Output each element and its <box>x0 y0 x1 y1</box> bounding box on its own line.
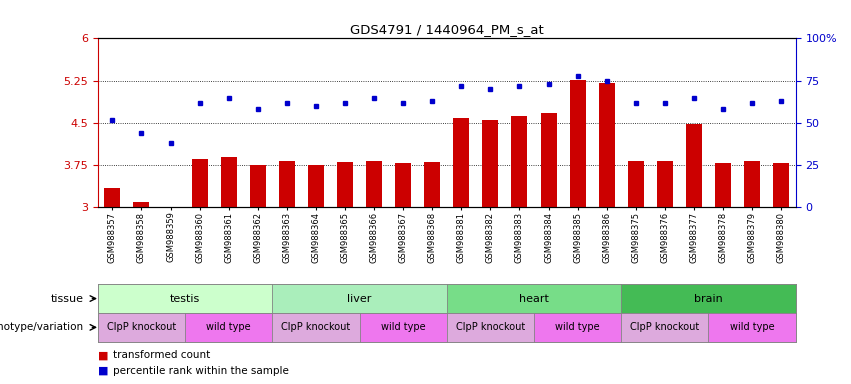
Bar <box>191 159 208 207</box>
Text: wild type: wild type <box>207 322 251 333</box>
Bar <box>540 113 557 207</box>
Bar <box>483 120 499 207</box>
Bar <box>279 161 294 207</box>
Bar <box>272 284 447 313</box>
Bar <box>774 164 789 207</box>
Bar <box>425 162 440 207</box>
Text: wild type: wild type <box>381 322 426 333</box>
Bar <box>105 188 120 207</box>
Text: testis: testis <box>170 293 200 304</box>
Text: percentile rank within the sample: percentile rank within the sample <box>113 366 289 376</box>
Bar <box>186 313 272 342</box>
Bar <box>447 313 534 342</box>
Bar <box>134 202 150 207</box>
Bar <box>454 118 469 207</box>
Text: transformed count: transformed count <box>113 350 210 360</box>
Bar <box>744 161 760 207</box>
Title: GDS4791 / 1440964_PM_s_at: GDS4791 / 1440964_PM_s_at <box>350 23 544 36</box>
Bar <box>272 313 360 342</box>
Text: genotype/variation: genotype/variation <box>0 322 84 333</box>
Text: wild type: wild type <box>730 322 774 333</box>
Bar <box>628 161 643 207</box>
Bar <box>657 161 673 207</box>
Bar <box>534 313 621 342</box>
Bar <box>686 124 702 207</box>
Text: tissue: tissue <box>51 293 84 304</box>
Bar <box>98 313 186 342</box>
Bar <box>447 284 621 313</box>
Text: ■: ■ <box>98 366 111 376</box>
Bar <box>308 165 324 207</box>
Text: ClpP knockout: ClpP knockout <box>107 322 176 333</box>
Text: ClpP knockout: ClpP knockout <box>631 322 700 333</box>
Text: wild type: wild type <box>556 322 600 333</box>
Bar <box>569 79 585 207</box>
Text: heart: heart <box>519 293 549 304</box>
Bar <box>511 116 528 207</box>
Bar <box>98 284 272 313</box>
Bar <box>395 164 411 207</box>
Text: liver: liver <box>347 293 372 304</box>
Bar <box>220 157 237 207</box>
Bar <box>599 83 614 207</box>
Text: ClpP knockout: ClpP knockout <box>282 322 351 333</box>
Text: brain: brain <box>694 293 722 304</box>
Bar <box>715 164 731 207</box>
Text: ■: ■ <box>98 350 111 360</box>
Bar <box>366 161 382 207</box>
Bar <box>709 313 796 342</box>
Bar <box>250 165 266 207</box>
Bar <box>359 313 447 342</box>
Bar <box>621 313 708 342</box>
Text: ClpP knockout: ClpP knockout <box>456 322 525 333</box>
Bar <box>621 284 796 313</box>
Bar <box>337 162 353 207</box>
